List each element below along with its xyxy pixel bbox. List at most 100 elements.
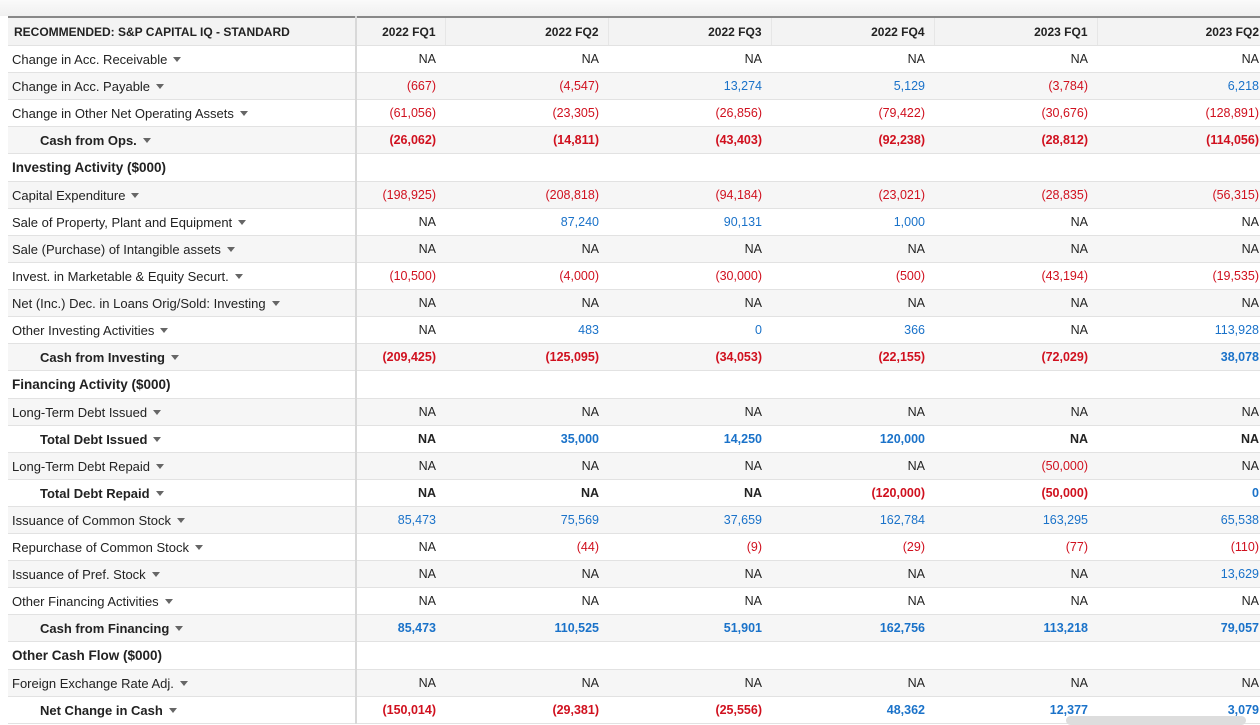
dropdown-caret-icon[interactable] xyxy=(239,110,248,116)
value-cell: NA xyxy=(608,289,771,317)
value-cell: (19,535) xyxy=(1097,262,1260,290)
value-cell: NA xyxy=(1097,208,1260,236)
dropdown-caret-icon[interactable] xyxy=(179,680,188,686)
column-header-period[interactable]: 2022 FQ1 xyxy=(355,17,445,46)
value-cell: (44) xyxy=(445,533,608,561)
value-cell: (10,500) xyxy=(356,262,445,290)
table-row: Long-Term Debt Repaid NA NA NA NA (50,000) NA xyxy=(8,452,1260,480)
row-label: Investing Activity ($000) xyxy=(12,160,167,175)
value-cell: (128,891) xyxy=(1097,99,1260,127)
value-cell: NA xyxy=(356,425,445,453)
value-cell: 48,362 xyxy=(771,696,934,724)
value-cell xyxy=(771,153,934,182)
top-bar xyxy=(0,0,1260,16)
value-cell: (14,811) xyxy=(445,126,608,154)
dropdown-caret-icon[interactable] xyxy=(173,56,182,62)
dropdown-caret-icon[interactable] xyxy=(156,463,165,469)
value-cell: NA xyxy=(608,479,771,507)
value-cell: 90,131 xyxy=(608,208,771,236)
table-row: Repurchase of Common Stock NA (44) (9) (29)(… xyxy=(8,533,1260,561)
value-cell: 85,473 xyxy=(356,614,445,642)
horizontal-scrollbar[interactable] xyxy=(1066,716,1246,725)
dropdown-caret-icon[interactable] xyxy=(156,83,165,89)
table-row: Cash from Ops. (26,062) (14,811) (43,403) (9… xyxy=(8,126,1260,154)
dropdown-caret-icon[interactable] xyxy=(153,436,162,442)
value-cell: (94,184) xyxy=(608,181,771,209)
row-label-cell: Capital Expenditure xyxy=(8,181,357,209)
dropdown-caret-icon[interactable] xyxy=(142,137,151,143)
value-cell: (30,000) xyxy=(608,262,771,290)
row-label-cell: Cash from Ops. xyxy=(8,126,357,154)
column-header-period[interactable]: 2023 FQ1 xyxy=(933,17,1097,46)
value-cell: NA xyxy=(445,452,608,480)
row-label: Foreign Exchange Rate Adj. xyxy=(12,675,174,691)
header-row: RECOMMENDED: S&P CAPITAL IQ - STANDARD 2… xyxy=(8,17,1260,46)
value-cell: NA xyxy=(445,479,608,507)
row-label-cell: Net Change in Cash xyxy=(8,696,357,724)
value-cell: (114,056) xyxy=(1097,126,1260,154)
table-row: Foreign Exchange Rate Adj. NA NA NA NA NA NA xyxy=(8,669,1260,697)
dropdown-caret-icon[interactable] xyxy=(153,409,162,415)
value-cell: NA xyxy=(356,669,445,697)
value-cell: NA xyxy=(608,45,771,73)
dropdown-caret-icon[interactable] xyxy=(226,246,235,252)
value-cell: (125,095) xyxy=(445,343,608,371)
value-cell: (28,812) xyxy=(934,126,1097,154)
value-cell: 162,756 xyxy=(771,614,934,642)
dropdown-caret-icon[interactable] xyxy=(131,192,140,198)
column-header-period[interactable]: 2023 FQ2 xyxy=(1096,17,1260,46)
value-cell: 113,928 xyxy=(1097,316,1260,344)
column-header-period[interactable]: 2022 FQ3 xyxy=(607,17,771,46)
value-cell: (43,403) xyxy=(608,126,771,154)
dropdown-caret-icon[interactable] xyxy=(164,598,173,604)
value-cell: NA xyxy=(445,560,608,588)
dropdown-caret-icon[interactable] xyxy=(170,354,179,360)
value-cell: NA xyxy=(934,235,1097,263)
table-row: Invest. in Marketable & Equity Securt. (1… xyxy=(8,262,1260,290)
table-row: Total Debt Issued NA 35,000 14,250 120,000 NA… xyxy=(8,425,1260,453)
dropdown-caret-icon[interactable] xyxy=(234,273,243,279)
dropdown-caret-icon[interactable] xyxy=(168,707,177,713)
dropdown-caret-icon[interactable] xyxy=(195,544,204,550)
row-label-cell: Issuance of Pref. Stock xyxy=(8,560,357,588)
template-label: RECOMMENDED: S&P CAPITAL IQ - STANDARD xyxy=(8,17,357,46)
value-cell: NA xyxy=(356,235,445,263)
column-header-period[interactable]: 2022 FQ2 xyxy=(444,17,608,46)
value-cell: 85,473 xyxy=(356,506,445,534)
row-label: Total Debt Issued xyxy=(40,431,148,447)
dropdown-caret-icon[interactable] xyxy=(176,517,185,523)
dropdown-caret-icon[interactable] xyxy=(160,327,169,333)
table-row: Net (Inc.) Dec. in Loans Orig/Sold: Inve… xyxy=(8,289,1260,317)
row-label-cell: Issuance of Common Stock xyxy=(8,506,357,534)
value-cell xyxy=(771,370,934,399)
value-cell: 79,057 xyxy=(1097,614,1260,642)
dropdown-caret-icon[interactable] xyxy=(271,300,280,306)
row-label: Capital Expenditure xyxy=(12,187,126,203)
dropdown-caret-icon[interactable] xyxy=(151,571,160,577)
dropdown-caret-icon[interactable] xyxy=(238,219,247,225)
column-header-period[interactable]: 2022 FQ4 xyxy=(770,17,934,46)
value-cell: NA xyxy=(771,289,934,317)
row-label-cell: Repurchase of Common Stock xyxy=(8,533,357,561)
value-cell: NA xyxy=(1097,289,1260,317)
value-cell: (43,194) xyxy=(934,262,1097,290)
value-cell: (77) xyxy=(934,533,1097,561)
value-cell: 38,078 xyxy=(1097,343,1260,371)
value-cell: NA xyxy=(934,45,1097,73)
dropdown-caret-icon[interactable] xyxy=(175,625,184,631)
dropdown-caret-icon[interactable] xyxy=(155,490,164,496)
value-cell xyxy=(1097,641,1260,670)
row-label: Other Cash Flow ($000) xyxy=(12,648,163,663)
value-cell: (22,155) xyxy=(771,343,934,371)
value-cell xyxy=(1097,153,1260,182)
value-cell: (92,238) xyxy=(771,126,934,154)
row-label: Other Financing Activities xyxy=(12,593,159,609)
table-row: Change in Acc. Receivable NA NA NA NA NA NA xyxy=(8,45,1260,73)
row-label-cell: Long-Term Debt Issued xyxy=(8,398,357,426)
section-header-row: Financing Activity ($000) xyxy=(8,370,1260,399)
value-cell: 51,901 xyxy=(608,614,771,642)
value-cell xyxy=(445,641,608,670)
value-cell: 37,659 xyxy=(608,506,771,534)
value-cell: NA xyxy=(356,316,445,344)
value-cell: NA xyxy=(771,235,934,263)
